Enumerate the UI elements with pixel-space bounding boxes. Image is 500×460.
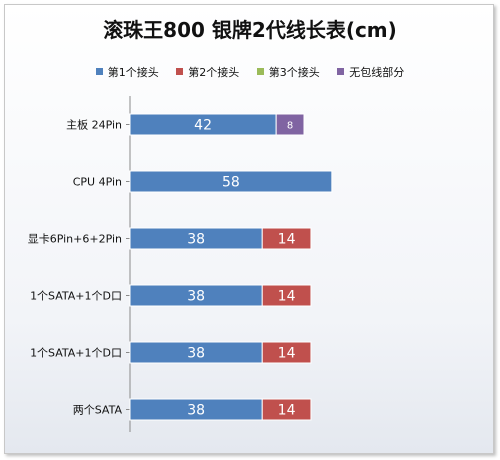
legend-label-series-3: 第3个接头 bbox=[268, 66, 320, 79]
category-label: 1个SATA+1个D口 bbox=[30, 290, 122, 303]
bar-segment bbox=[275, 113, 305, 136]
category-label: 主板 24Pin bbox=[66, 118, 122, 132]
data-label: 8 bbox=[287, 121, 293, 132]
bar-segment bbox=[261, 398, 312, 421]
legend-swatch-series-4 bbox=[337, 68, 345, 75]
data-label: 42 bbox=[194, 118, 212, 134]
bar-segment bbox=[261, 227, 312, 250]
legend-swatch-series-1 bbox=[95, 68, 103, 75]
category-label: 1个SATA+1个D口 bbox=[30, 347, 122, 360]
legend-swatch-series-3 bbox=[256, 68, 264, 75]
bar-segment bbox=[261, 341, 312, 364]
legend-item-series-2: 第2个接头 bbox=[176, 64, 239, 80]
legend-item-series-1: 第1个接头 bbox=[95, 64, 159, 80]
category-label: 显卡6Pin+6+2Pin bbox=[28, 233, 122, 246]
category-label: CPU 4Pin bbox=[73, 176, 122, 189]
legend-item-series-4: 无包线部分 bbox=[337, 64, 404, 80]
data-label: 14 bbox=[278, 289, 296, 305]
legend-item-series-3: 第3个接头 bbox=[256, 64, 320, 80]
legend-label-series-1: 第1个接头 bbox=[107, 66, 159, 79]
category-label: 两个SATA bbox=[73, 404, 123, 417]
chart-legend: 第1个接头 第2个接头 第3个接头 无包线部分 bbox=[0, 64, 500, 80]
data-label: 38 bbox=[187, 232, 205, 248]
data-label: 58 bbox=[222, 175, 240, 191]
data-label: 38 bbox=[187, 289, 205, 305]
bar-segment bbox=[129, 170, 333, 193]
bar-segment bbox=[261, 284, 312, 307]
legend-swatch-series-2 bbox=[176, 68, 184, 75]
chart-title: 滚珠王800 银牌2代线长表(cm) bbox=[103, 18, 397, 42]
data-label: 38 bbox=[187, 403, 205, 419]
legend-label-series-2: 第2个接头 bbox=[188, 66, 240, 79]
data-label: 14 bbox=[278, 232, 296, 248]
legend-label-series-4: 无包线部分 bbox=[349, 66, 405, 79]
data-label: 14 bbox=[278, 403, 296, 419]
data-label: 14 bbox=[278, 346, 296, 362]
data-label: 38 bbox=[187, 346, 205, 362]
